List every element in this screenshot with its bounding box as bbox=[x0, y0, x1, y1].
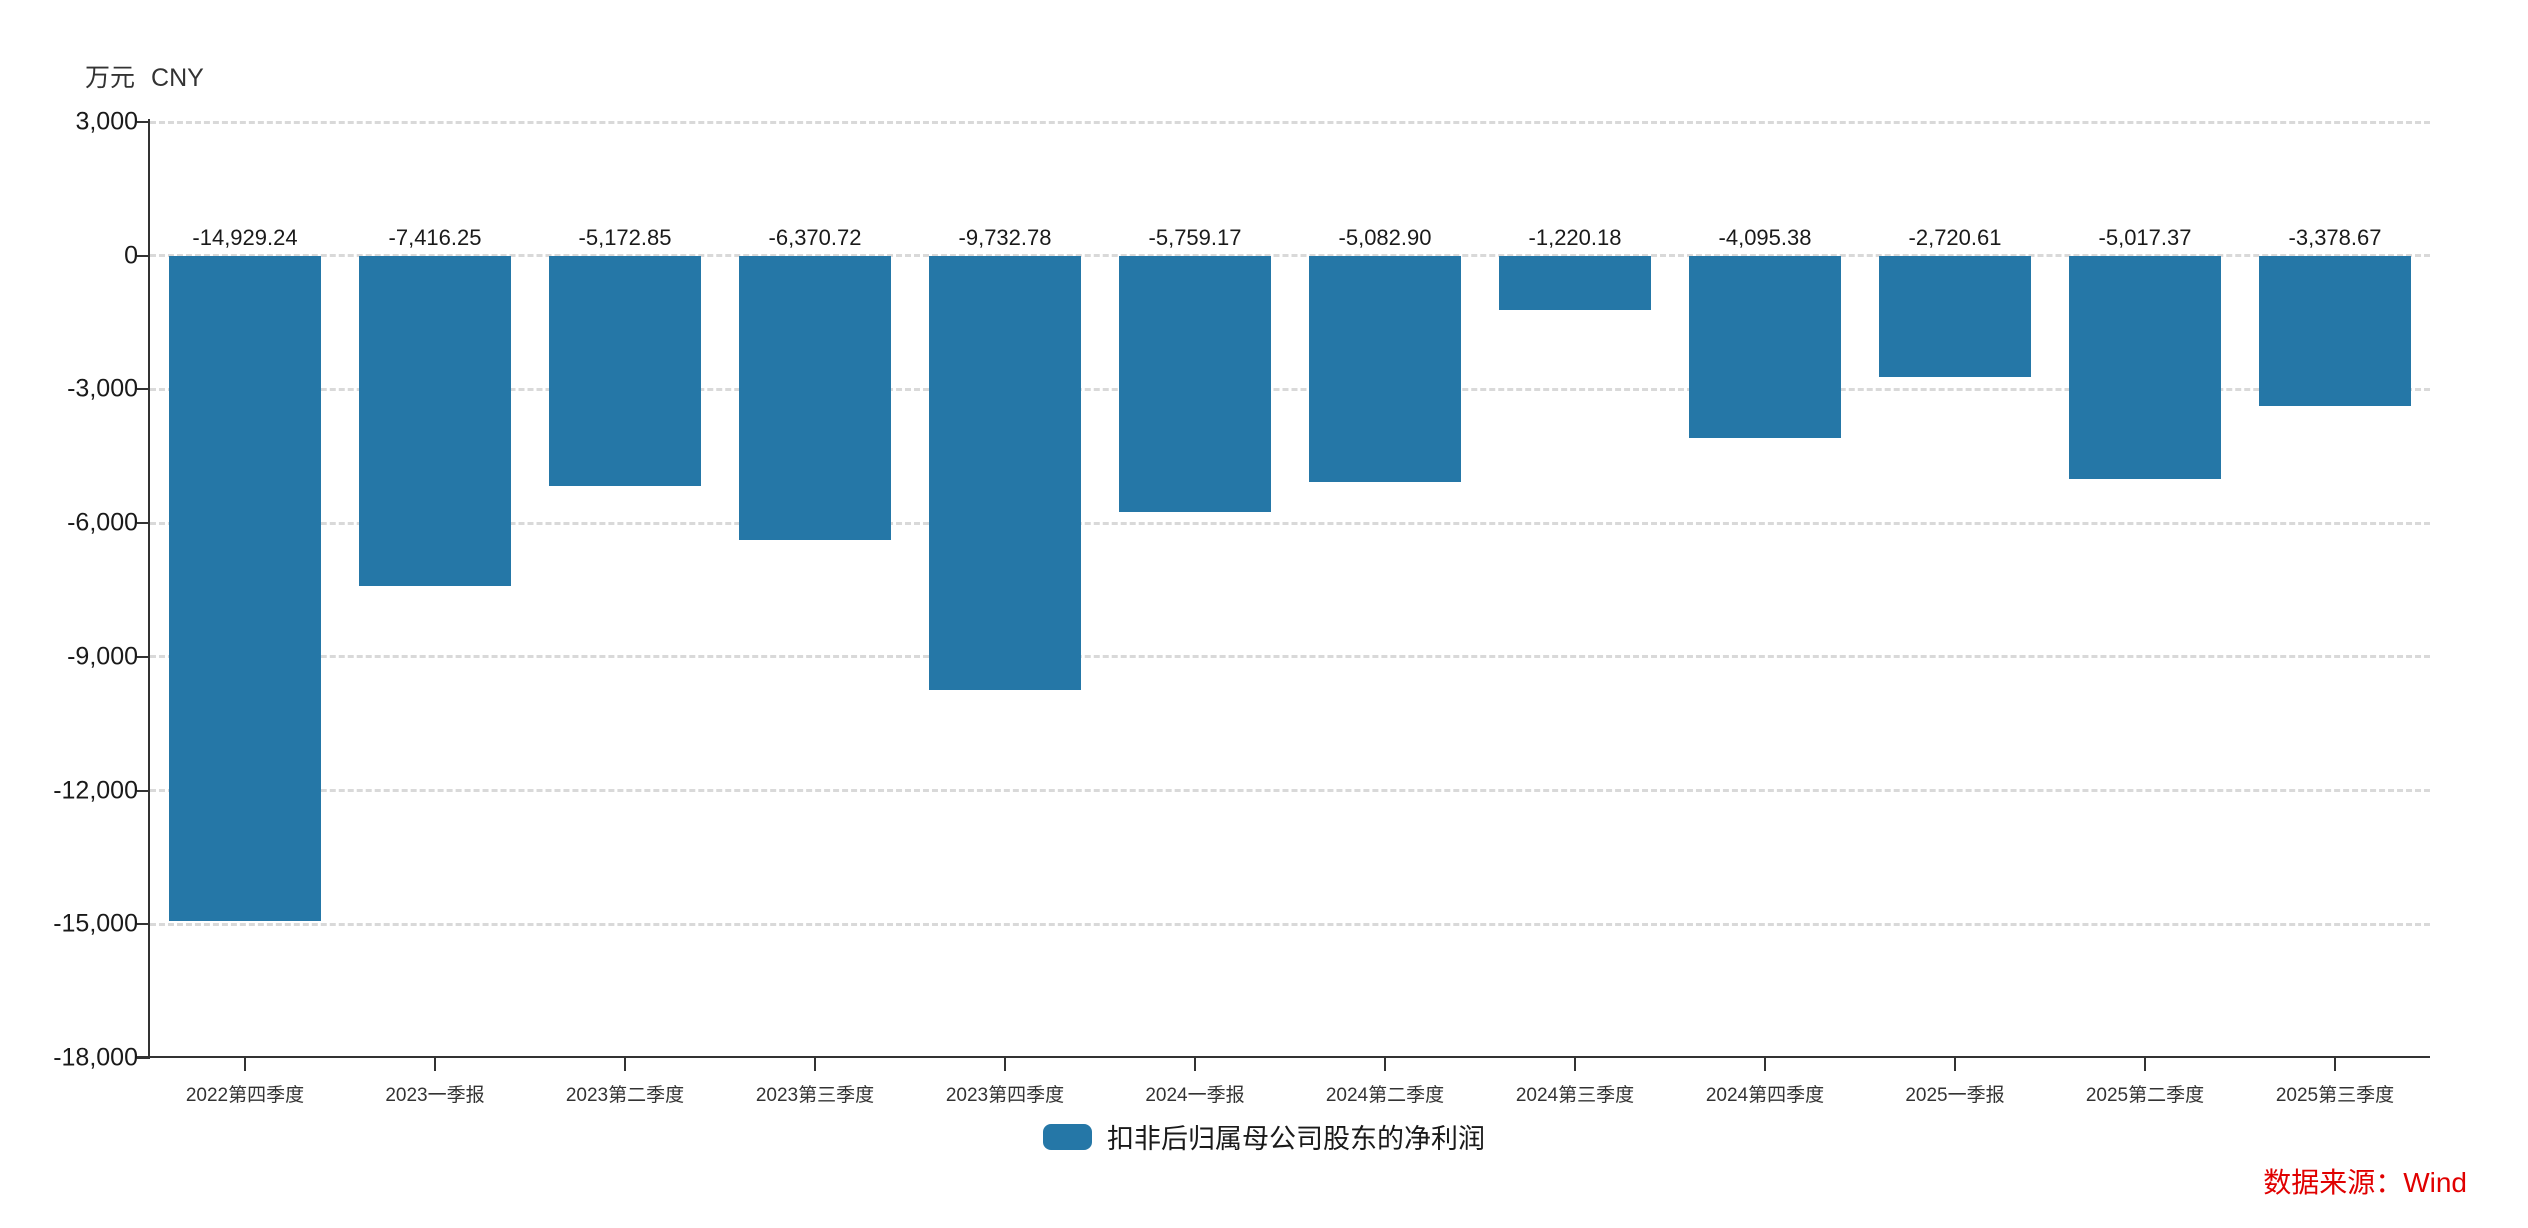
legend: 扣非后归属母公司股东的净利润 bbox=[0, 1117, 2528, 1156]
y-axis-tick-label: 0 bbox=[124, 241, 138, 270]
gridline bbox=[150, 789, 2430, 793]
bar bbox=[739, 255, 891, 540]
bar-value-label: -5,172.85 bbox=[578, 224, 672, 250]
y-axis-line bbox=[148, 119, 150, 1058]
x-axis-tick-label: 2024第四季度 bbox=[1705, 1085, 1825, 1106]
x-axis-tick-label: 2023第三季度 bbox=[755, 1085, 875, 1106]
x-axis-tick-label: 2024一季报 bbox=[1145, 1085, 1245, 1106]
bar bbox=[549, 255, 701, 487]
data-source-label: 数据来源：Wind bbox=[2263, 1167, 2467, 1198]
x-axis-tick-label: 2024第三季度 bbox=[1515, 1085, 1635, 1106]
x-axis-tick bbox=[2334, 1058, 2336, 1071]
x-axis-tick-label: 2023第二季度 bbox=[565, 1085, 685, 1106]
bar-value-label: -3,378.67 bbox=[2288, 224, 2382, 250]
x-axis-tick-label: 2024第二季度 bbox=[1325, 1085, 1445, 1106]
gridline bbox=[150, 120, 2430, 124]
bar bbox=[1879, 255, 2031, 377]
x-axis-tick bbox=[1764, 1058, 1766, 1071]
y-axis-tick-label: -15,000 bbox=[53, 909, 138, 938]
y-axis-tick-label: -6,000 bbox=[67, 508, 138, 537]
y-axis-tick bbox=[137, 254, 150, 257]
bar-value-label: -6,370.72 bbox=[768, 224, 862, 250]
bar-value-label: -5,759.17 bbox=[1148, 224, 1242, 250]
y-axis-tick-label: 3,000 bbox=[75, 107, 138, 136]
gridline bbox=[150, 655, 2430, 659]
y-axis-tick-label: -12,000 bbox=[53, 776, 138, 805]
bar-value-label: -4,095.38 bbox=[1718, 224, 1812, 250]
x-axis-tick bbox=[1004, 1058, 1006, 1071]
x-axis-tick bbox=[814, 1058, 816, 1071]
x-axis-tick-label: 2023一季报 bbox=[385, 1085, 485, 1106]
y-axis-tick bbox=[137, 522, 150, 525]
y-axis-tick-label: -18,000 bbox=[53, 1043, 138, 1072]
bar bbox=[1119, 255, 1271, 513]
y-axis-tick bbox=[137, 923, 150, 926]
gridline bbox=[150, 922, 2430, 926]
bar-value-label: -7,416.25 bbox=[388, 224, 482, 250]
x-axis-tick bbox=[244, 1058, 246, 1071]
x-axis-tick-label: 2023第四季度 bbox=[945, 1085, 1065, 1106]
x-axis-tick bbox=[434, 1058, 436, 1071]
y-axis-tick bbox=[137, 1057, 150, 1059]
bar bbox=[2259, 255, 2411, 407]
y-axis-tick bbox=[137, 789, 150, 792]
x-axis-tick bbox=[624, 1058, 626, 1071]
gridline bbox=[150, 387, 2430, 391]
y-axis-unit-label: 万元 CNY bbox=[85, 58, 204, 94]
x-axis-tick bbox=[1954, 1058, 1956, 1071]
legend-swatch bbox=[1043, 1123, 1092, 1150]
bar bbox=[1689, 255, 1841, 439]
y-axis-tick bbox=[137, 121, 150, 123]
bar-value-label: -14,929.24 bbox=[192, 224, 298, 250]
bar-value-label: -5,017.37 bbox=[2098, 224, 2192, 250]
y-axis-tick-label: -3,000 bbox=[67, 374, 138, 403]
currency-text: CNY bbox=[151, 64, 204, 92]
y-axis-tick bbox=[137, 655, 150, 658]
x-axis-tick-label: 2025第二季度 bbox=[2085, 1085, 2205, 1106]
x-axis-tick-label: 2025一季报 bbox=[1905, 1085, 2005, 1106]
legend-label: 扣非后归属母公司股东的净利润 bbox=[1107, 1124, 1485, 1154]
bar bbox=[2069, 255, 2221, 480]
x-axis-tick bbox=[1574, 1058, 1576, 1071]
x-axis-line bbox=[137, 1056, 2430, 1058]
x-axis-tick bbox=[2144, 1058, 2146, 1071]
bar-value-label: -1,220.18 bbox=[1528, 224, 1622, 250]
unit-text: 万元 bbox=[85, 64, 136, 92]
gridline bbox=[150, 521, 2430, 525]
bar bbox=[169, 255, 321, 922]
bar bbox=[1499, 255, 1651, 311]
x-axis-tick-label: 2025第三季度 bbox=[2275, 1085, 2395, 1106]
bar-value-label: -2,720.61 bbox=[1908, 224, 2002, 250]
bar bbox=[1309, 255, 1461, 483]
gridline bbox=[150, 254, 2430, 258]
x-axis-tick bbox=[1384, 1058, 1386, 1071]
y-axis-tick bbox=[137, 388, 150, 391]
bar-value-label: -5,082.90 bbox=[1338, 224, 1432, 250]
bar bbox=[929, 255, 1081, 690]
bar bbox=[359, 255, 511, 587]
y-axis-tick-label: -9,000 bbox=[67, 642, 138, 671]
x-axis-tick-label: 2022第四季度 bbox=[185, 1085, 305, 1106]
bar-value-label: -9,732.78 bbox=[958, 224, 1052, 250]
x-axis-tick bbox=[1194, 1058, 1196, 1071]
